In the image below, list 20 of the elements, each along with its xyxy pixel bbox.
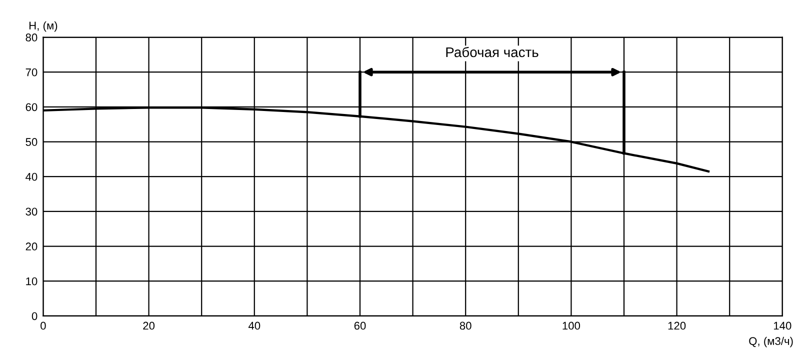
annotation: Рабочая часть (446, 46, 538, 58)
x-tick-label: 20 (143, 322, 155, 330)
y-tick-label: 50 (26, 138, 38, 146)
x-tick-label: 0 (40, 322, 46, 330)
y-tick-label: 30 (26, 208, 38, 216)
x-tick-label: 40 (248, 322, 260, 330)
y-tick-label: 70 (26, 68, 38, 76)
x-tick-label: 120 (668, 322, 686, 330)
x-tick-label: 80 (460, 322, 472, 330)
y-tick-label: 80 (26, 34, 38, 42)
y-tick-label: 20 (26, 242, 38, 250)
y-tick-label: 0 (32, 312, 38, 320)
x-tick-label: 140 (774, 322, 792, 330)
x-tick-label: 60 (354, 322, 366, 330)
y-tick-label: 40 (26, 172, 38, 181)
x-tick-label: 100 (562, 322, 580, 330)
x-axis-title: Q, (м3/ч) (749, 336, 793, 348)
y-tick-label: 10 (26, 277, 38, 286)
y-tick-label: 60 (26, 103, 38, 112)
y-axis-title: H, (м) (29, 21, 58, 32)
